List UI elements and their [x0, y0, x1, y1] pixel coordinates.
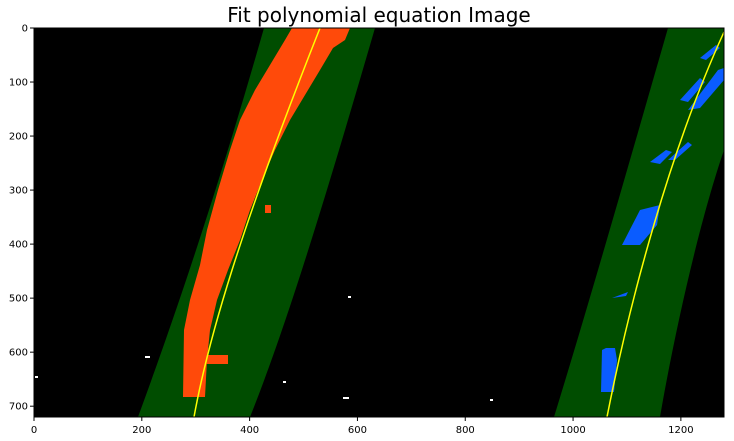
right-lane-blob-7 [700, 45, 720, 60]
y-tick-label: 0 [22, 24, 28, 35]
right-fit-line [606, 31, 725, 418]
x-tick-label: 400 [240, 425, 259, 436]
x-tick-label: 1200 [668, 425, 693, 436]
y-axis-ticks: 0 100 200 300 400 500 600 700 [9, 24, 34, 413]
x-tick-label: 800 [456, 425, 475, 436]
image-area [34, 27, 725, 418]
right-lane-blob-6 [688, 68, 724, 110]
y-tick-label: 300 [9, 186, 28, 197]
right-lane-blob-3 [650, 150, 672, 164]
noise-speck [343, 397, 349, 399]
y-tick-label: 400 [9, 240, 28, 251]
noise-speck [490, 399, 493, 401]
right-lane-blob-2 [622, 205, 660, 245]
y-tick-label: 500 [9, 294, 28, 305]
noise-speck [145, 356, 150, 358]
right-lane-blob-8 [612, 292, 628, 298]
y-tick-label: 100 [9, 78, 28, 89]
left-lane-pixels [183, 28, 350, 397]
left-lane-blob-2 [265, 205, 271, 213]
plot-title: Fit polynomial equation Image [227, 3, 531, 27]
left-lane-blob [200, 355, 228, 364]
noise-speck [35, 376, 38, 378]
noise-speck [348, 296, 351, 298]
y-tick-label: 600 [9, 348, 28, 359]
x-tick-label: 600 [348, 425, 367, 436]
noise-speck [283, 381, 286, 383]
x-tick-label: 200 [132, 425, 151, 436]
x-tick-label: 1000 [560, 425, 585, 436]
axes-frame [33, 27, 725, 418]
y-tick-label: 200 [9, 132, 28, 143]
x-tick-label: 0 [31, 425, 37, 436]
right-lane-blob-1 [601, 348, 617, 392]
right-lane-blob-5 [680, 78, 705, 102]
y-tick-label: 700 [9, 402, 28, 413]
right-lane-blob-4 [668, 142, 692, 160]
x-axis-ticks: 0 200 400 600 800 1000 1200 [31, 417, 694, 436]
left-fit-line [193, 27, 321, 418]
